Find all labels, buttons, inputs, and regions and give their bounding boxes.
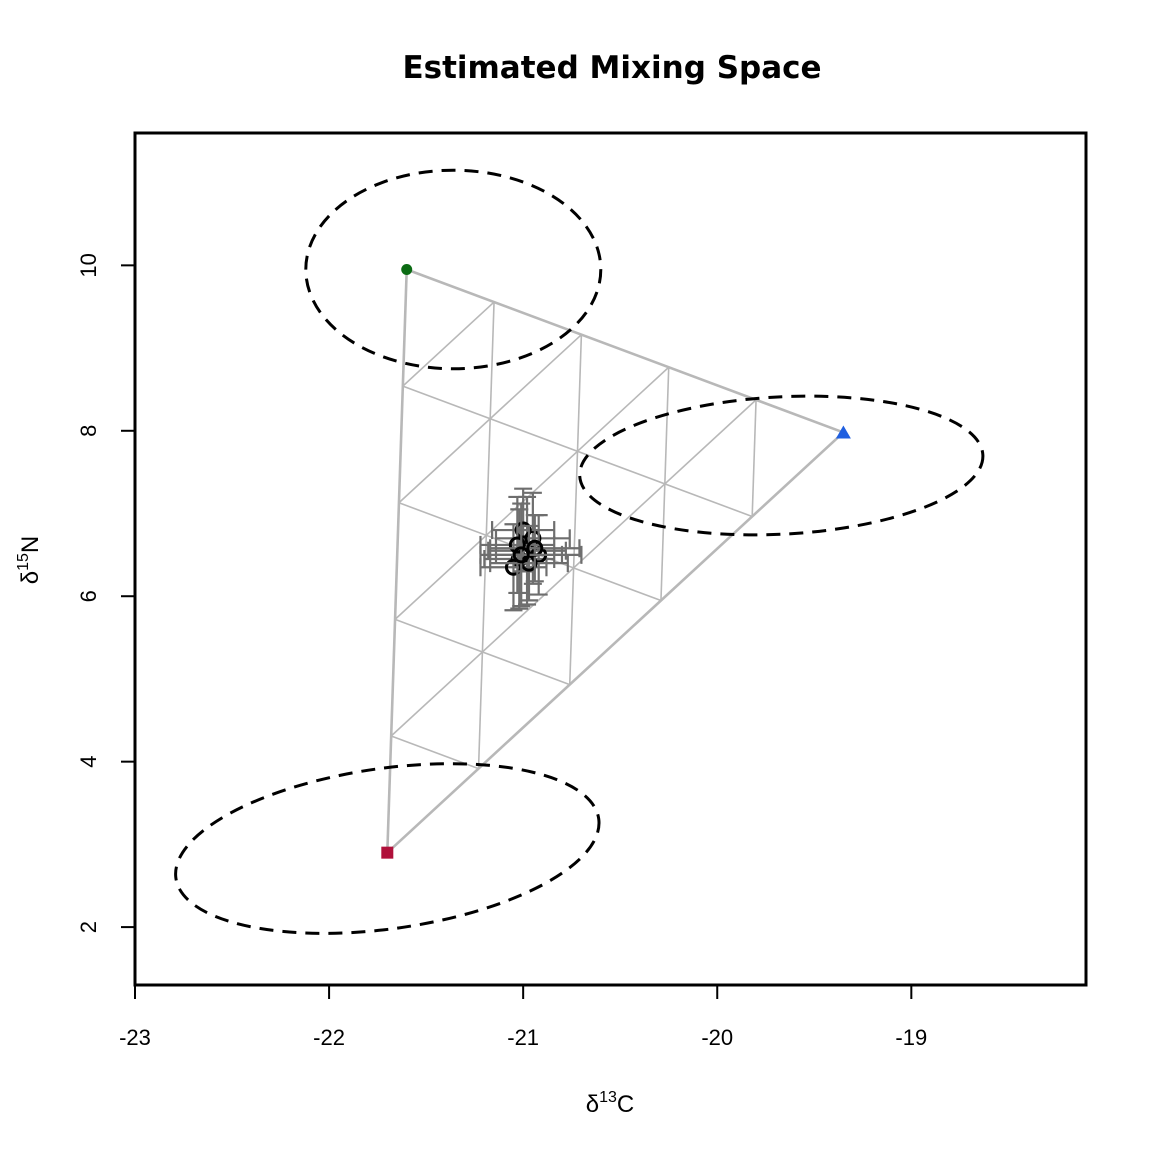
y-tick-label: 4 bbox=[76, 756, 101, 768]
consumer bbox=[479, 495, 556, 595]
x-axis: -23 -22 -21 -20 -19 bbox=[119, 984, 927, 1050]
y-tick-label: 2 bbox=[76, 921, 101, 933]
grid-line bbox=[568, 334, 583, 685]
source-marker-circle bbox=[401, 263, 413, 275]
mixing-edge bbox=[406, 268, 844, 434]
source-ellipse bbox=[174, 762, 601, 935]
grid-line bbox=[402, 301, 495, 387]
source-ellipses bbox=[174, 168, 985, 935]
chart-title: Estimated Mixing Space bbox=[402, 50, 821, 86]
source-marker-square bbox=[381, 846, 394, 859]
mixing-grid bbox=[386, 268, 845, 854]
source-markers bbox=[381, 263, 851, 859]
grid-line bbox=[394, 618, 571, 686]
x-tick-label: -20 bbox=[701, 1025, 733, 1050]
consumer bbox=[489, 524, 569, 602]
grid-line bbox=[402, 385, 753, 518]
x-tick-label: -23 bbox=[119, 1025, 151, 1050]
consumer-point bbox=[514, 521, 532, 539]
x-axis-title: δ13C bbox=[586, 1089, 635, 1118]
x-tick-label: -19 bbox=[895, 1025, 927, 1050]
y-tick-label: 6 bbox=[76, 590, 101, 602]
consumer-point bbox=[512, 546, 530, 564]
source-ellipse bbox=[578, 394, 985, 537]
y-tick-label: 8 bbox=[76, 425, 101, 437]
x-tick-label: -22 bbox=[313, 1025, 345, 1050]
consumer bbox=[479, 502, 564, 608]
source-ellipse bbox=[304, 168, 603, 371]
mixing-edge bbox=[386, 431, 845, 854]
plot-frame bbox=[133, 131, 1088, 987]
y-tick-label: 10 bbox=[76, 253, 101, 277]
source-marker-triangle bbox=[835, 425, 851, 439]
y-axis: 2 4 6 8 10 bbox=[76, 253, 136, 933]
consumer bbox=[489, 514, 581, 583]
consumer-point bbox=[508, 536, 526, 554]
x-tick-label: -21 bbox=[507, 1025, 539, 1050]
grid-line bbox=[751, 399, 757, 517]
y-axis-title: δ15N bbox=[15, 536, 44, 585]
mixing-edge bbox=[386, 269, 409, 853]
consumer-points bbox=[479, 487, 583, 612]
